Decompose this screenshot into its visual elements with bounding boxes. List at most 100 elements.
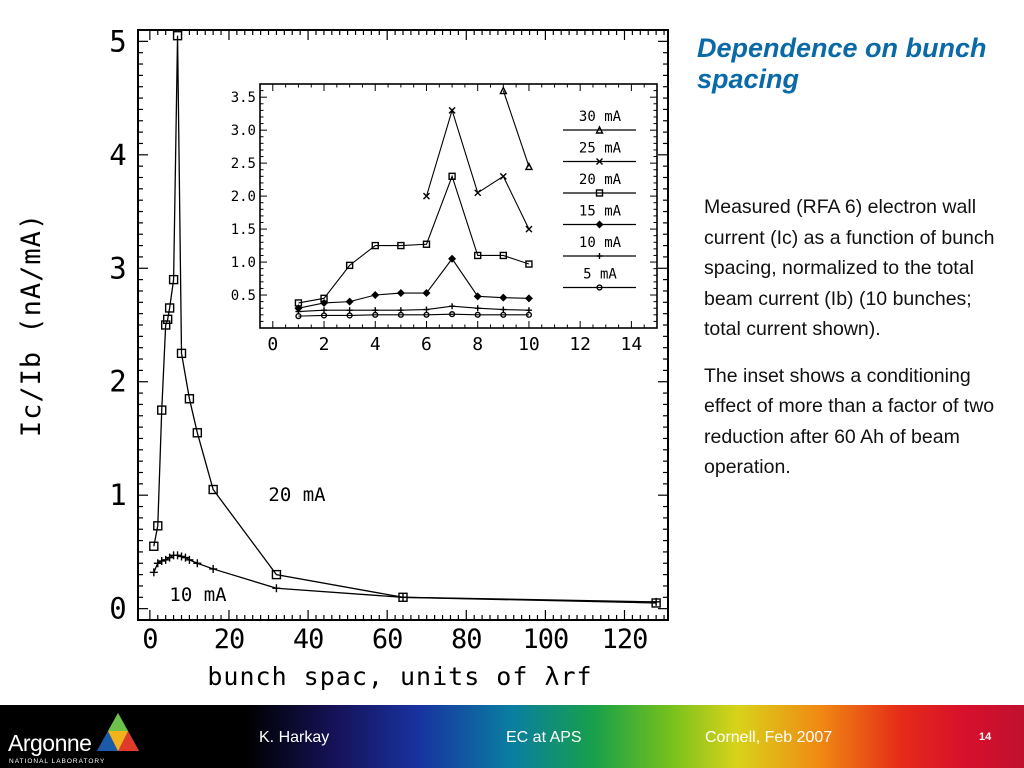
main-series-0-point bbox=[168, 274, 179, 285]
main-series-0-point bbox=[162, 314, 173, 325]
inset-series-3-point bbox=[320, 298, 329, 307]
main-series-0-point-shape bbox=[153, 521, 163, 531]
main-series-0-point-shape bbox=[184, 394, 195, 404]
inset-series-3-point-shape bbox=[448, 254, 457, 263]
inset-x-tick-label: 14 bbox=[621, 334, 643, 355]
inset-legend-marker-3-shape bbox=[595, 220, 604, 229]
inset-series-line-2 bbox=[298, 174, 530, 304]
inset-series-4-point bbox=[449, 303, 456, 310]
inset-series-3-point bbox=[448, 254, 457, 263]
main-x-tick-label: 20 bbox=[214, 624, 245, 655]
main-series-1-point bbox=[177, 552, 186, 561]
main-y-tick-label: 1 bbox=[109, 478, 126, 512]
inset-legend-marker-1 bbox=[596, 158, 603, 165]
inset-series-3-point bbox=[345, 297, 354, 306]
main-series-line-0 bbox=[153, 35, 657, 604]
inset-series-2-point bbox=[422, 240, 431, 248]
inset-series-5-point-shape bbox=[423, 311, 430, 318]
inset-x-tick-label: 0 bbox=[267, 334, 278, 355]
inset-series-3-point bbox=[422, 289, 431, 298]
main-series-0-point bbox=[172, 30, 183, 41]
inset-series-3-point-shape bbox=[473, 292, 482, 301]
inset-series-5-point bbox=[448, 311, 456, 318]
inset-series-3-point bbox=[473, 292, 482, 301]
main-series-0-point-shape bbox=[271, 569, 282, 580]
inset-legend-marker-5 bbox=[596, 284, 603, 291]
inset-series-1-point-d2 bbox=[499, 172, 507, 180]
main-y-tick-label: 0 bbox=[109, 592, 126, 626]
inset-series-0-point bbox=[499, 86, 508, 95]
inset-series-5-point bbox=[346, 312, 353, 319]
inset-legend-label-3: 15 mA bbox=[579, 204, 622, 220]
inset-series-0-point-shape bbox=[524, 161, 534, 171]
main-x-tick-label: 120 bbox=[602, 624, 648, 655]
inset-series-3-point-shape bbox=[396, 289, 405, 298]
slide-body: Measured (RFA 6) electron wall current (… bbox=[704, 192, 1004, 499]
inset-series-3-point-shape bbox=[320, 298, 329, 307]
inset-legend-marker-0 bbox=[595, 125, 604, 134]
main-series-0-point-shape bbox=[164, 303, 175, 313]
inset-legend-marker-4 bbox=[596, 253, 603, 259]
inset-series-5-point-shape bbox=[448, 311, 456, 318]
main-series-0-point-shape bbox=[168, 274, 179, 285]
inset-series-5-point bbox=[474, 311, 481, 318]
inset-series-0-point bbox=[524, 161, 534, 171]
inset-series-3-point-shape bbox=[345, 297, 354, 306]
inset-series-3-point-shape bbox=[524, 294, 533, 303]
inset-series-3-point bbox=[371, 291, 380, 300]
inset-series-3-point-shape bbox=[371, 291, 380, 300]
main-series-1-point bbox=[209, 564, 218, 573]
inset-series-5-point-shape bbox=[397, 311, 404, 318]
main-series-1-point bbox=[272, 584, 281, 593]
inset-legend-marker-2-shape bbox=[595, 189, 604, 197]
main-x-tick-label: 60 bbox=[372, 624, 403, 655]
inset-series-line-5 bbox=[298, 313, 529, 317]
inset-series-2-point-shape bbox=[422, 240, 431, 248]
inset-legend-label-0: 30 mA bbox=[579, 109, 622, 125]
inset-series-4-point bbox=[346, 307, 353, 314]
main-series-1-point bbox=[173, 551, 182, 560]
main-x-tick-label: 40 bbox=[293, 624, 324, 655]
inset-series-1-point bbox=[525, 225, 533, 233]
inset-y-tick-label: 1.0 bbox=[231, 255, 256, 271]
main-x-tick-label: 0 bbox=[142, 624, 157, 655]
inset-series-1-point-d2 bbox=[422, 192, 430, 200]
inset-series-2-point bbox=[397, 241, 405, 250]
inset-series-5-point-shape bbox=[372, 311, 379, 318]
footer-page-number: 14 bbox=[979, 731, 992, 743]
main-series-0-point-shape bbox=[149, 541, 159, 551]
inset-series-1-point-d2 bbox=[525, 225, 533, 233]
inset-legend-label-5: 5 mA bbox=[583, 267, 617, 283]
main-series-1-point bbox=[185, 555, 194, 564]
inset-x-tick-label: 4 bbox=[370, 334, 381, 355]
inset-series-5-point-shape bbox=[346, 312, 353, 319]
argonne-logo: Argonne NATIONAL LABORATORY bbox=[8, 711, 158, 765]
inset-series-2-point bbox=[345, 261, 354, 270]
main-series-1-point bbox=[149, 568, 158, 577]
inset-series-1-point-d2 bbox=[474, 189, 482, 197]
inset-legend-marker-1-d2 bbox=[596, 158, 603, 165]
inset-series-4-point bbox=[321, 307, 328, 314]
main-series-1-point bbox=[157, 557, 166, 565]
main-x-axis-label: bunch spac, units of λrf bbox=[207, 662, 592, 691]
inset-series-line-3 bbox=[298, 257, 529, 309]
main-series-0-point-shape bbox=[172, 30, 183, 41]
chart-area: 0 20 40 60 80 100 120 0 1 2 3 4 5 bunch spac, units o… bbox=[16, 24, 669, 691]
main-series-label-10mA: 10 mA bbox=[169, 584, 227, 606]
main-series-0-point bbox=[153, 521, 163, 531]
main-series-1-point bbox=[193, 559, 202, 568]
inset-x-tick-label: 10 bbox=[518, 334, 540, 355]
inset-series-1-point-d2 bbox=[448, 106, 456, 114]
inset-legend-marker-5-shape bbox=[596, 284, 603, 291]
inset-y-tick-label: 2.0 bbox=[231, 189, 256, 205]
main-series-0-point-shape bbox=[192, 428, 203, 438]
inset-legend-marker-2 bbox=[595, 189, 604, 197]
main-series-0-point bbox=[271, 569, 282, 580]
slide-title: Dependence on bunch spacing bbox=[697, 33, 987, 94]
inset-x-tick-label: 12 bbox=[569, 334, 591, 355]
logo-subtext: NATIONAL LABORATORY bbox=[9, 758, 106, 765]
inset-series-5-point bbox=[320, 312, 328, 319]
main-series-0-point bbox=[208, 484, 218, 495]
inset-series-4-point bbox=[423, 306, 430, 313]
